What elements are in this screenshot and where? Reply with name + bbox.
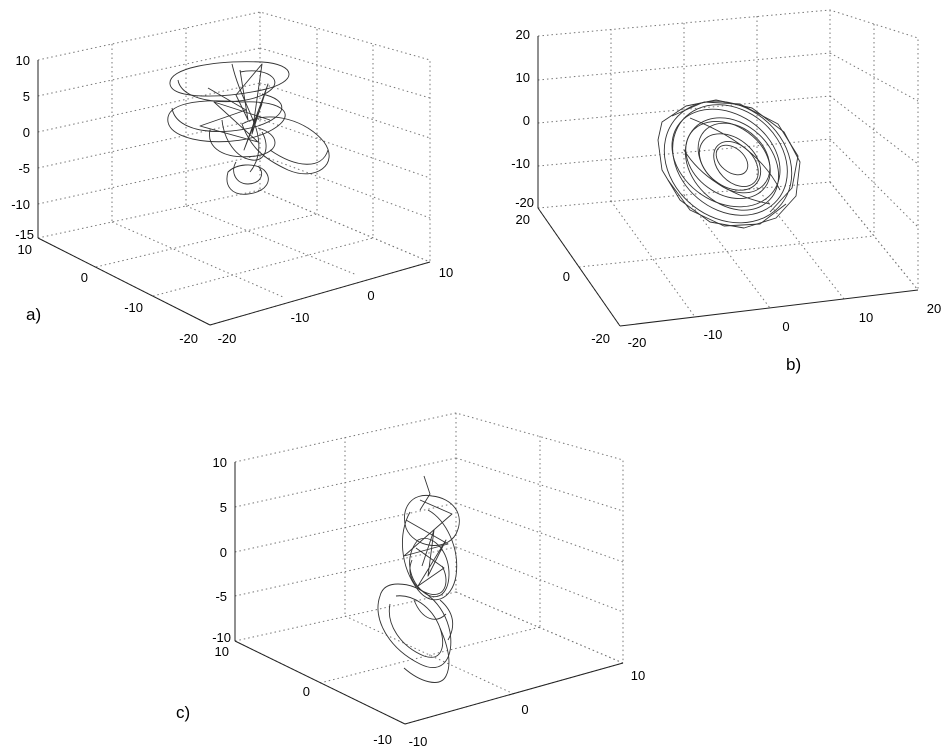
panel-a-y-tick: 0 — [81, 270, 88, 285]
panel-c-z-ticks: 10 5 0 -5 -10 — [212, 455, 231, 645]
panel-a: 10 5 0 -5 -10 -15 10 0 -10 -20 -20 -10 0… — [11, 11, 454, 346]
panel-c-z-tick: -10 — [212, 630, 231, 645]
panel-b-x-tick: 20 — [927, 301, 941, 316]
panel-c: 10 5 0 -5 -10 10 0 -10 -10 0 10 c) — [176, 412, 646, 749]
panel-c-y-ticks: 10 0 -10 — [215, 644, 392, 747]
panel-a-z-tick: -10 — [11, 197, 30, 212]
panel-a-x-tick: 0 — [367, 288, 374, 303]
panel-a-y-ticks: 10 0 -10 -20 — [18, 242, 198, 346]
panel-b-label: b) — [786, 355, 801, 374]
panel-c-axes — [234, 462, 624, 725]
panel-b-x-tick: 10 — [859, 310, 873, 325]
panel-c-x-tick: -10 — [409, 734, 428, 749]
panel-c-x-tick: 10 — [631, 668, 645, 683]
panel-a-z-tick: -5 — [18, 161, 30, 176]
panel-b-y-tick: 20 — [516, 212, 530, 227]
panel-c-trace — [377, 475, 460, 683]
panel-c-y-tick: 0 — [303, 684, 310, 699]
panel-b-x-ticks: -20 -10 0 10 20 — [628, 301, 942, 350]
panel-a-z-tick: 0 — [23, 125, 30, 140]
panel-b-x-tick: -20 — [628, 335, 647, 350]
panel-a-axes — [37, 60, 431, 326]
panel-b-z-tick: 20 — [516, 27, 530, 42]
panel-b-z-tick: -10 — [511, 156, 530, 171]
panel-b-y-tick: -20 — [591, 331, 610, 346]
panel-c-z-tick: -5 — [215, 589, 227, 604]
panel-b-y-ticks: 20 0 -20 — [516, 212, 610, 346]
panel-a-x-tick: 10 — [439, 265, 453, 280]
panel-a-x-ticks: -20 -10 0 10 — [218, 265, 454, 346]
panel-b-x-tick: -10 — [704, 327, 723, 342]
panel-c-z-tick: 5 — [220, 500, 227, 515]
panel-a-z-tick: 10 — [16, 53, 30, 68]
panel-c-x-tick: 0 — [521, 702, 528, 717]
panel-c-y-tick: 10 — [215, 644, 229, 659]
panel-a-z-ticks: 10 5 0 -5 -10 -15 — [11, 53, 34, 242]
panel-c-z-tick: 10 — [213, 455, 227, 470]
panel-c-label: c) — [176, 703, 190, 722]
panel-b: 20 10 0 -10 -20 20 0 -20 -20 -10 0 10 20… — [511, 9, 942, 374]
panel-a-trace — [167, 61, 330, 195]
panel-a-z-tick: 5 — [23, 89, 30, 104]
panel-b-grid — [537, 9, 919, 327]
panel-a-y-tick: -20 — [179, 331, 198, 346]
panel-a-x-tick: -20 — [218, 331, 237, 346]
panel-b-z-ticks: 20 10 0 -10 -20 — [511, 27, 534, 210]
panel-a-y-tick: -10 — [124, 300, 143, 315]
panel-b-axes — [537, 36, 919, 327]
panel-a-label: a) — [26, 305, 41, 324]
panel-a-y-tick: 10 — [18, 242, 32, 257]
panel-c-y-tick: -10 — [373, 732, 392, 747]
panel-b-z-tick: -20 — [515, 195, 534, 210]
panel-c-z-tick: 0 — [220, 545, 227, 560]
panel-b-z-tick: 10 — [516, 70, 530, 85]
panel-b-trace — [657, 99, 801, 229]
panel-a-x-tick: -10 — [291, 310, 310, 325]
panel-b-z-tick: 0 — [523, 113, 530, 128]
panel-b-x-tick: 0 — [782, 319, 789, 334]
panel-b-y-tick: 0 — [563, 269, 570, 284]
panel-c-x-ticks: -10 0 10 — [409, 668, 646, 749]
panel-a-z-tick: -15 — [15, 227, 34, 242]
